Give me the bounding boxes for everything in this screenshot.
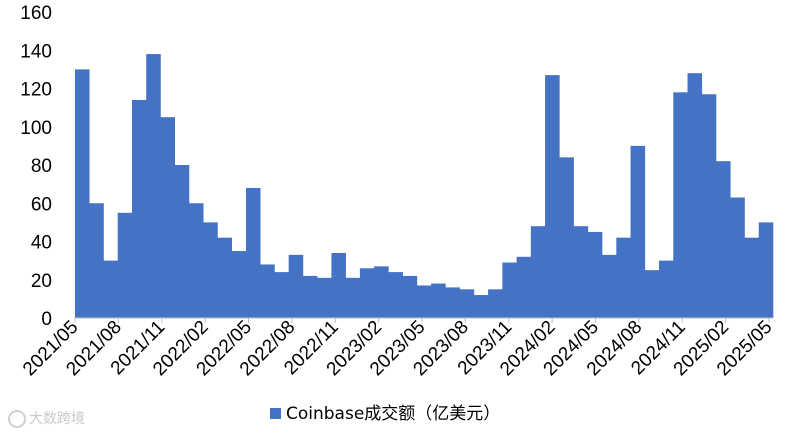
bar	[545, 75, 560, 318]
bar	[616, 237, 631, 318]
x-axis: 2021/052021/082021/112022/022022/052022/…	[19, 317, 776, 380]
bar	[89, 203, 104, 318]
y-tick-label: 40	[31, 233, 52, 254]
bar	[188, 203, 204, 318]
bar	[245, 187, 261, 318]
bar	[488, 289, 503, 318]
bar	[659, 260, 674, 318]
bar	[744, 237, 760, 318]
y-tick-label: 20	[31, 271, 52, 292]
bar	[502, 262, 517, 318]
y-tick-label: 0	[41, 309, 52, 330]
bar	[587, 231, 603, 318]
bar	[231, 251, 247, 318]
bar	[131, 99, 147, 318]
y-tick-label: 140	[20, 41, 52, 62]
bar	[174, 165, 190, 318]
legend-swatch	[270, 408, 281, 419]
bar	[359, 268, 375, 318]
bar	[160, 117, 176, 318]
bar	[758, 222, 774, 318]
bar	[573, 226, 589, 318]
bar	[374, 266, 389, 318]
bar	[673, 92, 688, 318]
bar	[701, 94, 717, 318]
bar	[331, 252, 346, 318]
bar	[217, 237, 232, 318]
y-tick-label: 80	[31, 156, 52, 177]
bars	[75, 54, 774, 318]
bar	[288, 254, 304, 318]
bar	[687, 73, 703, 318]
bar	[445, 287, 460, 318]
y-tick-label: 60	[31, 194, 52, 215]
bar	[117, 212, 133, 318]
bar	[345, 277, 361, 318]
legend: Coinbase成交额（亿美元）	[270, 404, 500, 424]
bar	[630, 145, 646, 318]
bar	[416, 285, 432, 318]
watermark-text: 大数跨境	[29, 411, 85, 427]
bar	[473, 295, 489, 318]
y-tick-label: 120	[20, 80, 52, 101]
bar	[716, 161, 731, 318]
bar	[559, 157, 574, 318]
bar	[388, 272, 403, 318]
bar	[602, 254, 617, 318]
y-axis: 0 20 40 60 80 100 120 140 160	[20, 3, 52, 330]
legend-label: Coinbase成交额（亿美元）	[286, 404, 500, 424]
bar	[730, 197, 745, 318]
bar	[75, 69, 90, 318]
watermark-logo-icon	[8, 410, 26, 428]
bar	[530, 226, 546, 318]
bar	[459, 289, 475, 318]
bar	[260, 264, 275, 318]
bar	[302, 275, 318, 318]
bar	[431, 283, 446, 318]
bar	[203, 222, 218, 318]
bar	[146, 54, 161, 318]
y-tick-label: 100	[20, 118, 52, 139]
bar	[516, 256, 532, 318]
bar	[644, 270, 660, 318]
watermark: 大数跨境	[8, 408, 85, 428]
y-tick-label: 160	[20, 3, 52, 24]
bar	[402, 275, 418, 318]
bar	[274, 272, 289, 318]
bar	[317, 277, 332, 318]
bar	[103, 260, 119, 318]
